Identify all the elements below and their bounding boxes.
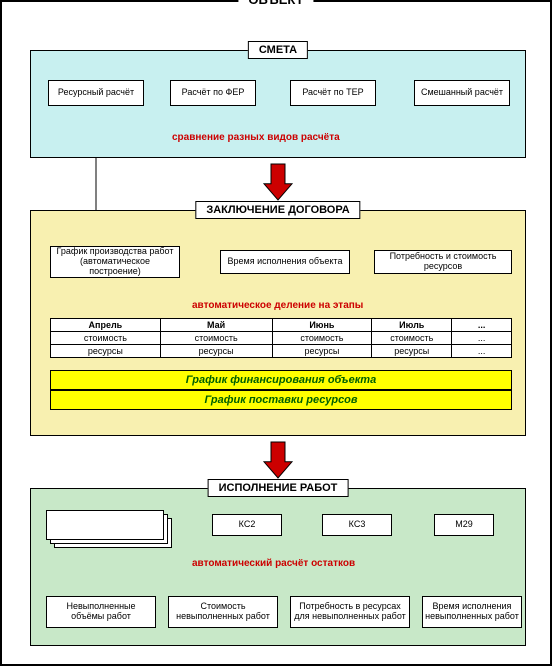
node-s2n1: График производства работ (автоматическо… bbox=[50, 246, 180, 278]
node-s1n3: Расчёт по ТЕР bbox=[290, 80, 376, 106]
node-s3b3: Потребность в ресурсах для невыполненных… bbox=[290, 596, 410, 628]
doc-stack: Акты сдачи-приёмки bbox=[46, 510, 174, 550]
months-table: АпрельМайИюньИюль...стоимостьстоимостьст… bbox=[50, 318, 512, 358]
node-s2n3: Потребность и стоимость ресурсов bbox=[374, 250, 512, 274]
node-s1n2: Расчёт по ФЕР bbox=[170, 80, 256, 106]
caption-s3: автоматический расчёт остатков bbox=[192, 558, 355, 569]
main-title: ОБЪЕКТ bbox=[238, 0, 313, 7]
node-s1n1: Ресурсный расчёт bbox=[48, 80, 144, 106]
node-s3b4: Время исполнения невыполненных работ bbox=[422, 596, 522, 628]
node-s3b2: Стоимость невыполненных работ bbox=[168, 596, 278, 628]
section-ispolnenie-title: ИСПОЛНЕНИЕ РАБОТ bbox=[208, 479, 349, 497]
node-s1n4: Смешанный расчёт bbox=[414, 80, 510, 106]
node-s3n3: М29 bbox=[434, 514, 494, 536]
node-s3b1: Невыполненные объёмы работ bbox=[46, 596, 156, 628]
node-s3n2: КС3 bbox=[322, 514, 392, 536]
section-dogovor-title: ЗАКЛЮЧЕНИЕ ДОГОВОРА bbox=[195, 201, 360, 219]
node-s3n1: КС2 bbox=[212, 514, 282, 536]
yellow-band-1: График поставки ресурсов bbox=[50, 390, 512, 410]
caption-s1: сравнение разных видов расчёта bbox=[172, 132, 340, 143]
section-smeta-title: СМЕТА bbox=[248, 41, 308, 59]
node-s2n2: Время исполнения объекта bbox=[220, 250, 350, 274]
yellow-band-0: График финансирования объекта bbox=[50, 370, 512, 390]
caption-s2: автоматическое деление на этапы bbox=[192, 300, 363, 311]
